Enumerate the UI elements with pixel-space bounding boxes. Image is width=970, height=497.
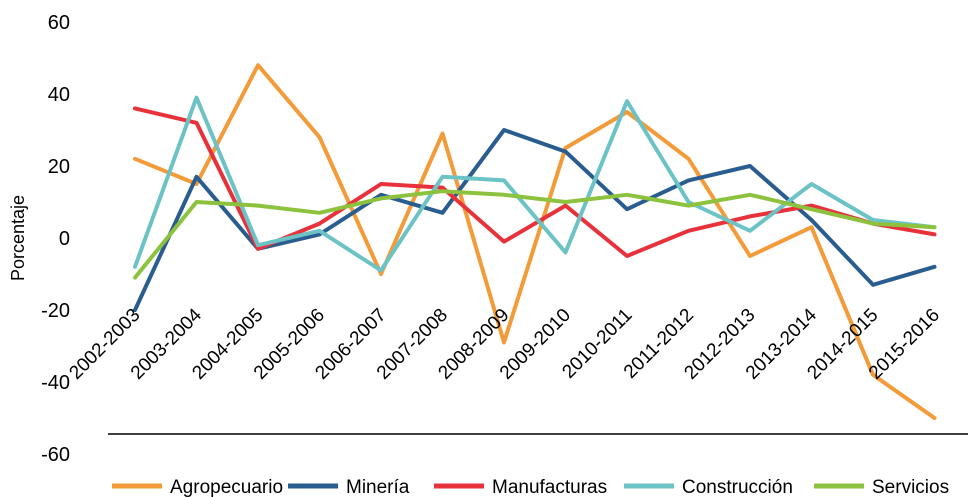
y-tick-label: 20 (48, 156, 70, 178)
y-tick-label: 0 (59, 228, 70, 250)
legend-label-construccion: Construcción (682, 477, 793, 497)
series-line-construccion (133, 95, 937, 273)
y-axis-label: Porcentaje (8, 195, 28, 281)
y-tick-label: -40 (41, 372, 70, 394)
series-line-servicios (133, 189, 937, 280)
legend-label-manufacturas: Manufacturas (492, 477, 607, 497)
legend: Agropecuario Minería Manufacturas Construcc… (112, 477, 949, 497)
legend-label-servicios: Servicios (872, 477, 949, 497)
y-axis: 60 40 20 0 -20 -40 -60 (41, 12, 70, 466)
legend-label-agropecuario: Agropecuario (170, 477, 283, 497)
y-tick-label: -20 (41, 300, 70, 322)
y-tick-label: -60 (41, 444, 70, 466)
y-tick-label: 40 (48, 84, 70, 106)
legend-label-mineria: Minería (346, 477, 410, 497)
series-line-agropecuario (133, 63, 937, 420)
series-line-mineria (133, 128, 937, 312)
y-tick-label: 60 (48, 12, 70, 34)
series-lines (133, 63, 937, 420)
